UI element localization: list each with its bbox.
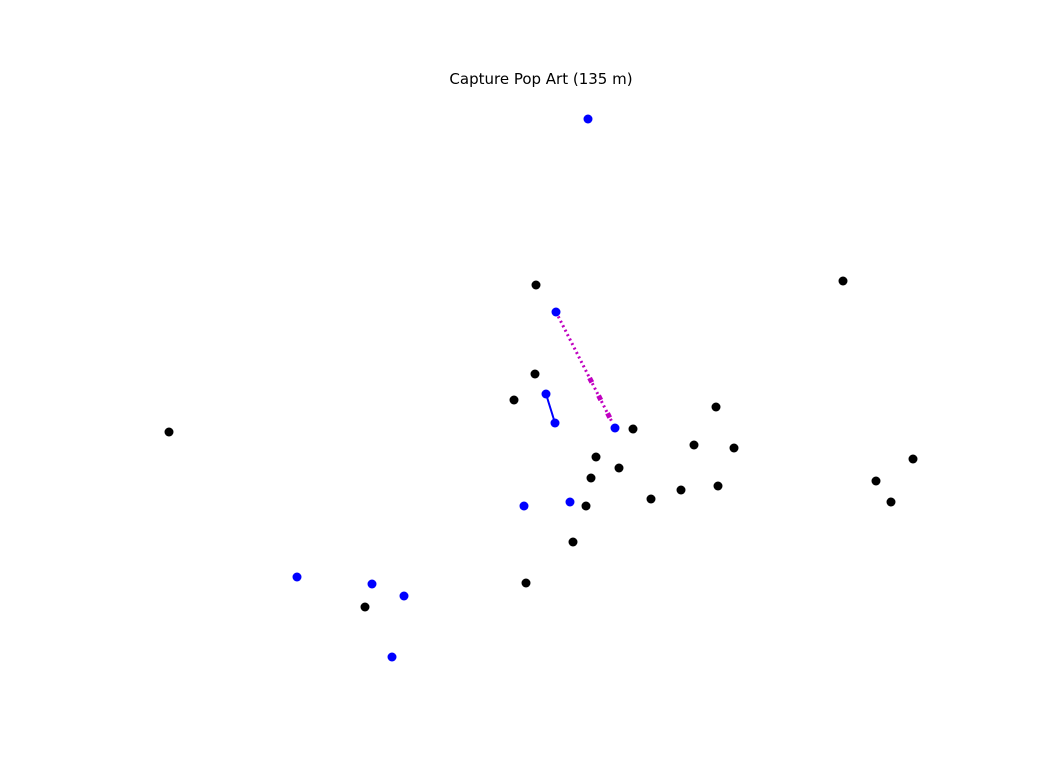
black-data-point: [908, 454, 918, 464]
links-layer: [545, 311, 614, 424]
dotted-link-dash: [596, 394, 604, 402]
black-data-point: [838, 276, 848, 286]
blue-data-point: [551, 307, 561, 317]
black-data-point: [729, 443, 739, 453]
chart-title: Capture Pop Art (135 m): [449, 70, 632, 88]
blue-data-point: [399, 591, 409, 601]
black-data-point: [628, 424, 638, 434]
blue-data-point: [541, 389, 551, 399]
black-data-point: [676, 485, 686, 495]
black-data-point: [646, 494, 656, 504]
black-data-point: [713, 481, 723, 491]
blue-data-point: [387, 652, 397, 662]
black-data-point: [521, 578, 531, 588]
dotted-link-dash: [587, 376, 595, 384]
black-data-point: [871, 476, 881, 486]
black-data-point: [531, 280, 541, 290]
black-data-point: [586, 473, 596, 483]
black-data-point: [581, 501, 591, 511]
dotted-link-dash: [605, 412, 612, 419]
black-data-point: [164, 427, 174, 437]
solid-link-line: [545, 393, 556, 424]
black-data-point: [614, 463, 624, 473]
blue-data-point: [519, 501, 529, 511]
black-data-point: [509, 395, 519, 405]
blue-data-point: [292, 572, 302, 582]
blue-data-point: [610, 423, 620, 433]
blue-data-point: [583, 114, 593, 124]
blue-data-point: [565, 497, 575, 507]
black-data-point: [530, 369, 540, 379]
black-data-point: [591, 452, 601, 462]
black-data-point: [689, 440, 699, 450]
black-data-point: [360, 602, 370, 612]
blue-data-point: [367, 579, 377, 589]
black-data-point: [886, 497, 896, 507]
blue-data-point: [550, 418, 560, 428]
black-data-point: [711, 402, 721, 412]
points-layer: [164, 114, 918, 662]
dotted-link-line: [554, 311, 614, 423]
black-data-point: [568, 537, 578, 547]
